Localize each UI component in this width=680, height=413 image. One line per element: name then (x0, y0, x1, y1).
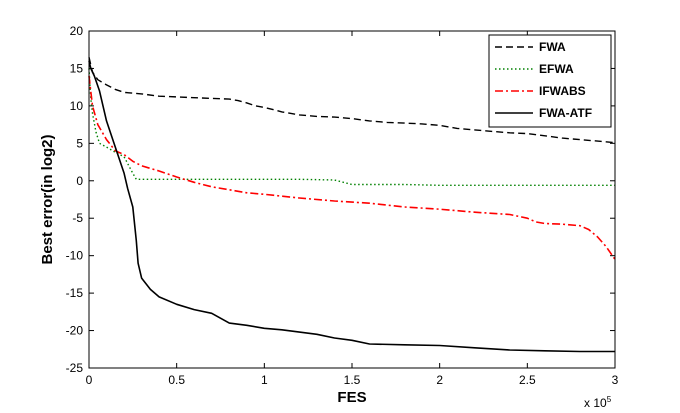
legend-label: FWA-ATF (539, 106, 592, 120)
legend-label: FWA (539, 40, 566, 54)
x-axis-label: FES (337, 389, 366, 406)
y-tick-label: 0 (76, 174, 83, 188)
x-multiplier-exponent: 5 (607, 395, 612, 404)
x-tick-label: 0 (86, 373, 93, 387)
series-layer (88, 57, 616, 353)
y-tick-label: -10 (66, 249, 84, 263)
x-tick-label: 1.5 (344, 373, 361, 387)
series-line-ifwabs (88, 75, 616, 260)
y-tick-label: 15 (70, 61, 84, 75)
x-tick-label: 2 (436, 373, 443, 387)
y-tick-label: -15 (66, 286, 84, 300)
y-tick-label: 5 (76, 136, 83, 150)
legend: FWA EFWA IFWABS FWA-ATF (488, 34, 612, 128)
series-line-efwa (88, 68, 615, 186)
y-tick-label: 10 (70, 99, 84, 113)
y-tick-label: -5 (72, 211, 83, 225)
y-tick-label: 20 (70, 24, 84, 38)
series-line-fwa (88, 57, 616, 144)
tick-layer: 0 0.5 1 1.5 2 2.5 3 20 15 10 5 0 -5 -10 -15 -20 -25 (66, 24, 619, 387)
series-line-fwa-atf (88, 60, 615, 353)
x-tick-label: 1 (261, 373, 268, 387)
x-tick-label: 2.5 (519, 373, 536, 387)
legend-label: EFWA (539, 62, 574, 76)
legend-box (488, 34, 612, 128)
y-tick-label: -20 (66, 324, 84, 338)
y-axis-label: Best error(in log2) (39, 134, 56, 264)
x-tick-label: 3 (612, 373, 619, 387)
y-tick-label: -25 (66, 361, 84, 375)
x-tick-label: 0.5 (168, 373, 185, 387)
x-multiplier-base: x 10 (584, 396, 607, 410)
legend-label: IFWABS (539, 84, 586, 98)
x-axis-multiplier: x 105 (584, 395, 612, 410)
plot-area-frame (88, 30, 616, 369)
